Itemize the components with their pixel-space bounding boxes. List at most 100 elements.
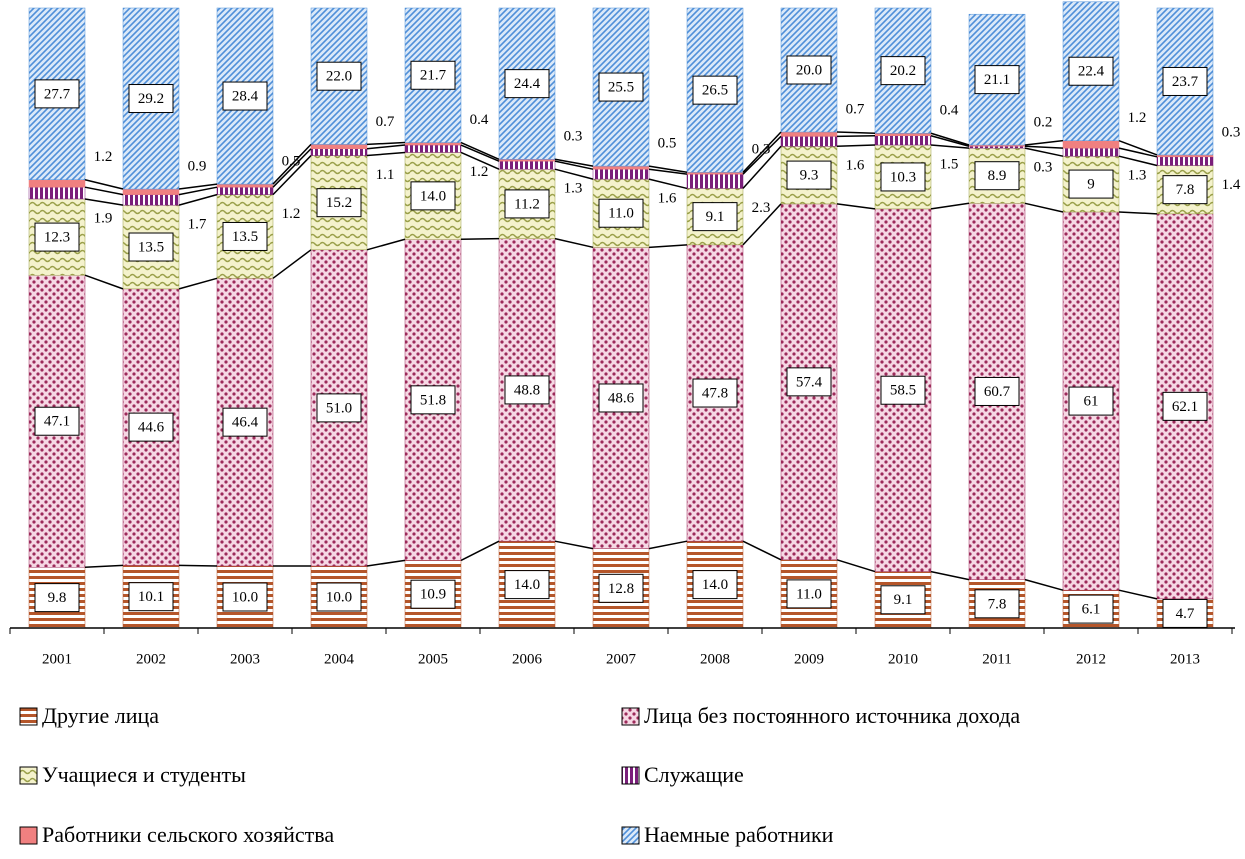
x-tick-label: 2003: [230, 651, 260, 667]
value-label-box: [1068, 169, 1114, 199]
value-label-box: [598, 573, 644, 603]
value-label: 1.9: [94, 210, 113, 226]
value-label-box: [1068, 56, 1114, 86]
series-connector: [1118, 589, 1158, 600]
value-label-box: [1068, 386, 1114, 416]
value-label-box: [410, 579, 456, 609]
value-label: 0.3: [1034, 160, 1053, 176]
bar-segment: [310, 144, 368, 149]
value-label: 10.3: [890, 169, 916, 185]
value-label: 10.0: [232, 589, 258, 605]
value-label: 10.9: [420, 587, 446, 603]
legend-swatch: [19, 826, 38, 845]
series-connector: [742, 540, 782, 561]
value-label-box: [222, 81, 268, 111]
value-label: 0.4: [940, 103, 959, 119]
series-connector: [930, 144, 970, 149]
value-label-box: [786, 579, 832, 609]
series-connector: [930, 132, 970, 146]
bar-segment: [592, 168, 650, 180]
value-label: 58.5: [890, 383, 916, 399]
value-label: 0.5: [282, 154, 301, 170]
series-connector: [1024, 578, 1064, 591]
series-connector: [178, 277, 218, 290]
value-label: 28.4: [232, 88, 259, 104]
series-connector: [648, 165, 688, 174]
value-label: 23.7: [1172, 74, 1199, 90]
value-label: 46.4: [232, 415, 259, 431]
value-label: 9.1: [894, 592, 913, 608]
value-label: 48.8: [514, 382, 540, 398]
series-connector: [460, 141, 500, 160]
value-label-box: [786, 55, 832, 85]
bar-segment: [498, 160, 556, 170]
value-label: 9.1: [706, 209, 725, 225]
series-connector: [554, 168, 594, 180]
value-label-box: [880, 375, 926, 405]
value-label: 1.3: [564, 181, 583, 197]
bar-segment: [780, 136, 838, 147]
bar-segment: [592, 165, 650, 170]
x-tick-label: 2004: [324, 651, 355, 667]
value-label: 1.6: [658, 191, 677, 207]
x-tick-label: 2013: [1170, 651, 1200, 667]
series-connector: [84, 564, 124, 568]
value-label: 48.6: [608, 390, 635, 406]
value-label-box: [34, 79, 80, 109]
value-label-box: [692, 378, 738, 408]
series-connector: [648, 244, 688, 249]
value-label-box: [1068, 594, 1114, 624]
x-tick-label: 2001: [42, 651, 72, 667]
series-connector: [930, 202, 970, 210]
legend-label: Учащиеся и студенты: [42, 762, 246, 787]
value-label: 20.0: [796, 62, 822, 78]
series-connector: [930, 134, 970, 147]
value-label: 1.4: [1222, 177, 1241, 193]
legend-swatch: [621, 826, 640, 845]
value-label: 9: [1087, 177, 1095, 193]
value-label-box: [316, 582, 362, 612]
value-label-box: [128, 582, 174, 612]
legend-label: Лица без постоянного источника дохода: [644, 703, 1020, 728]
series-connector: [366, 559, 406, 567]
series-connector: [1024, 139, 1064, 146]
x-tick-label: 2009: [794, 651, 824, 667]
series-connector: [1024, 202, 1064, 213]
value-label-box: [1162, 175, 1208, 205]
value-label: 47.1: [44, 414, 70, 430]
bar-segment: [1062, 147, 1120, 157]
value-label: 7.8: [1176, 182, 1195, 198]
bar-segment: [686, 173, 744, 189]
value-label: 21.1: [984, 72, 1010, 88]
series-connector: [366, 141, 406, 146]
value-label: 2.3: [752, 200, 771, 216]
value-label: 0.3: [564, 129, 583, 145]
value-label: 26.5: [702, 83, 728, 99]
value-label-box: [504, 69, 550, 99]
value-label: 0.2: [1034, 114, 1053, 130]
legend-label: Служащие: [644, 762, 744, 787]
value-label-box: [504, 375, 550, 405]
x-tick-label: 2002: [136, 651, 166, 667]
value-label: 4.7: [1176, 606, 1195, 622]
bar-segment: [874, 135, 932, 146]
value-label-box: [598, 198, 644, 228]
value-label: 61: [1084, 394, 1099, 410]
value-label: 6.1: [1082, 602, 1101, 618]
bar-segment: [686, 172, 744, 175]
bar-segment: [874, 132, 932, 136]
x-tick-label: 2008: [700, 651, 730, 667]
series-connector: [648, 178, 688, 190]
series-connector: [742, 145, 782, 189]
value-label: 1.1: [376, 167, 395, 183]
series-connector: [836, 134, 876, 138]
series-connector: [1118, 211, 1158, 215]
value-label-box: [974, 161, 1020, 191]
series-connector: [554, 160, 594, 170]
bar-segment: [1062, 140, 1120, 149]
value-label-box: [222, 407, 268, 437]
series-connector: [742, 131, 782, 173]
legend-swatch: [621, 707, 640, 726]
value-label: 1.3: [1128, 168, 1147, 184]
